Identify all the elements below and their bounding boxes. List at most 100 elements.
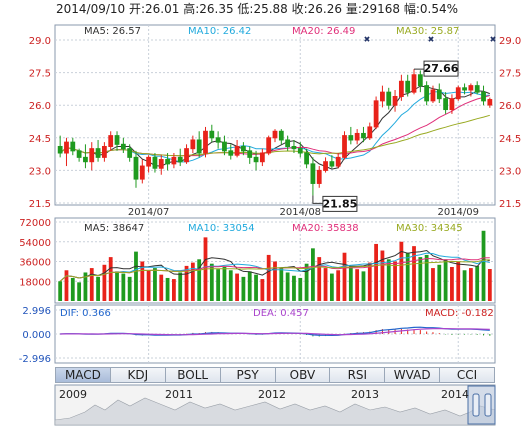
- volume-bar: [399, 241, 404, 301]
- candle-body: [127, 148, 133, 158]
- volume-bar: [140, 261, 145, 301]
- candle-body: [398, 80, 404, 98]
- price-legend-item: MA20: 26.49: [292, 26, 355, 37]
- candle-body: [424, 85, 430, 102]
- tab-obv[interactable]: OBV: [275, 367, 331, 383]
- candle-body: [449, 98, 455, 111]
- volume-bar: [285, 272, 290, 301]
- volume-bar: [241, 276, 246, 301]
- min-callout-box: [322, 195, 358, 212]
- tab-macd[interactable]: MACD: [55, 367, 111, 383]
- volume-bar: [222, 266, 227, 301]
- volume-bar: [216, 269, 221, 301]
- volume-bar: [108, 257, 113, 301]
- candle-body: [455, 87, 461, 100]
- tab-psy[interactable]: PSY: [220, 367, 276, 383]
- volume-bar: [443, 259, 448, 301]
- volume-bar: [393, 261, 397, 301]
- candle-body: [411, 74, 417, 93]
- candle-body: [468, 85, 474, 91]
- indicator-tabs: MACD KDJ BOLL PSY OBV RSI WVAD CCI: [55, 367, 495, 383]
- volume-bar: [367, 262, 372, 301]
- event-marker-icon: ✖: [428, 35, 435, 44]
- date-label: 2014/09: [437, 207, 479, 218]
- volume-bar: [418, 257, 423, 301]
- candle-body: [323, 161, 328, 171]
- volume-bar: [197, 259, 202, 301]
- volume-bar: [348, 265, 353, 301]
- date-label: 2014/07: [128, 207, 170, 218]
- volume-bar: [83, 272, 88, 301]
- timeline-handle-right[interactable]: [484, 393, 492, 417]
- volume-bar: [456, 261, 461, 301]
- volume-bar: [165, 277, 170, 301]
- timeline-handle-left[interactable]: [472, 393, 480, 417]
- candle-body: [405, 80, 411, 93]
- max-callout-box: [423, 60, 459, 77]
- candle-body: [329, 161, 335, 167]
- volume-bar: [481, 230, 486, 301]
- candle-body: [380, 91, 385, 102]
- timeline-year-label: 2009: [59, 388, 87, 401]
- tab-cci[interactable]: CCI: [440, 367, 495, 383]
- candle-body: [196, 139, 202, 154]
- candle-body: [285, 139, 291, 147]
- tab-boll[interactable]: BOLL: [165, 367, 221, 383]
- candle-body: [278, 130, 284, 141]
- price-tick-right: 21.5: [499, 199, 521, 210]
- candle-body: [209, 130, 215, 139]
- timeline-area: [54, 397, 496, 426]
- volume-bar: [374, 243, 378, 301]
- candle-body: [108, 135, 114, 147]
- volume-bar: [323, 268, 328, 301]
- volume-ma10-line: [59, 252, 490, 282]
- candle-body: [190, 139, 196, 150]
- volume-bar: [89, 268, 94, 301]
- candle-body: [101, 145, 107, 158]
- tab-rsi[interactable]: RSI: [330, 367, 386, 383]
- volume-bar: [96, 276, 100, 301]
- volume-bar: [153, 268, 157, 301]
- volume-bar: [361, 271, 366, 301]
- dif-label: DIF: 0.366: [60, 308, 111, 319]
- min-callout-leader: [312, 195, 323, 204]
- quote-header: 2014/09/10 开:26.01 高:26.35 低:25.88 收:26.…: [56, 1, 458, 16]
- candle-body: [487, 99, 493, 106]
- dea-label: DEA: 0.457: [253, 308, 309, 319]
- volume-bar: [209, 263, 214, 301]
- volume-bar: [260, 279, 265, 301]
- candle-body: [203, 130, 208, 154]
- volume-bar: [292, 275, 296, 301]
- event-marker-icon: ✖: [364, 35, 371, 44]
- candle-body: [133, 156, 139, 180]
- price-legend-item: MA5: 26.57: [84, 26, 141, 37]
- candle-body: [171, 156, 177, 165]
- candle-body: [76, 150, 82, 158]
- volume-tick: 36000: [19, 258, 51, 269]
- tab-kdj[interactable]: KDJ: [110, 367, 166, 383]
- volume-legend-item: MA20: 35838: [292, 223, 359, 234]
- candle-body: [222, 141, 227, 152]
- candle-body: [316, 169, 322, 184]
- timeline-year-label: 2013: [351, 388, 379, 401]
- candle-body: [297, 148, 303, 154]
- volume-bar: [279, 268, 284, 301]
- candle-body: [310, 163, 316, 184]
- volume-bar: [235, 273, 239, 301]
- candle-body: [241, 145, 246, 152]
- volume-bar: [437, 264, 442, 301]
- tab-wvad[interactable]: WVAD: [385, 367, 441, 383]
- candle-body: [335, 156, 341, 167]
- volume-bar: [70, 277, 75, 301]
- macd-tick: -2.996: [19, 354, 51, 365]
- candle-body: [361, 132, 366, 139]
- volume-bar: [342, 252, 347, 301]
- candle-body: [234, 145, 240, 156]
- volume-bar: [355, 269, 360, 301]
- timeline-year-label: 2011: [165, 388, 193, 401]
- volume-bar: [462, 270, 467, 301]
- price-tick-right: 26.0: [499, 101, 521, 112]
- candle-body: [354, 132, 360, 141]
- price-panel-frame: [54, 24, 496, 206]
- candle-body: [259, 152, 265, 163]
